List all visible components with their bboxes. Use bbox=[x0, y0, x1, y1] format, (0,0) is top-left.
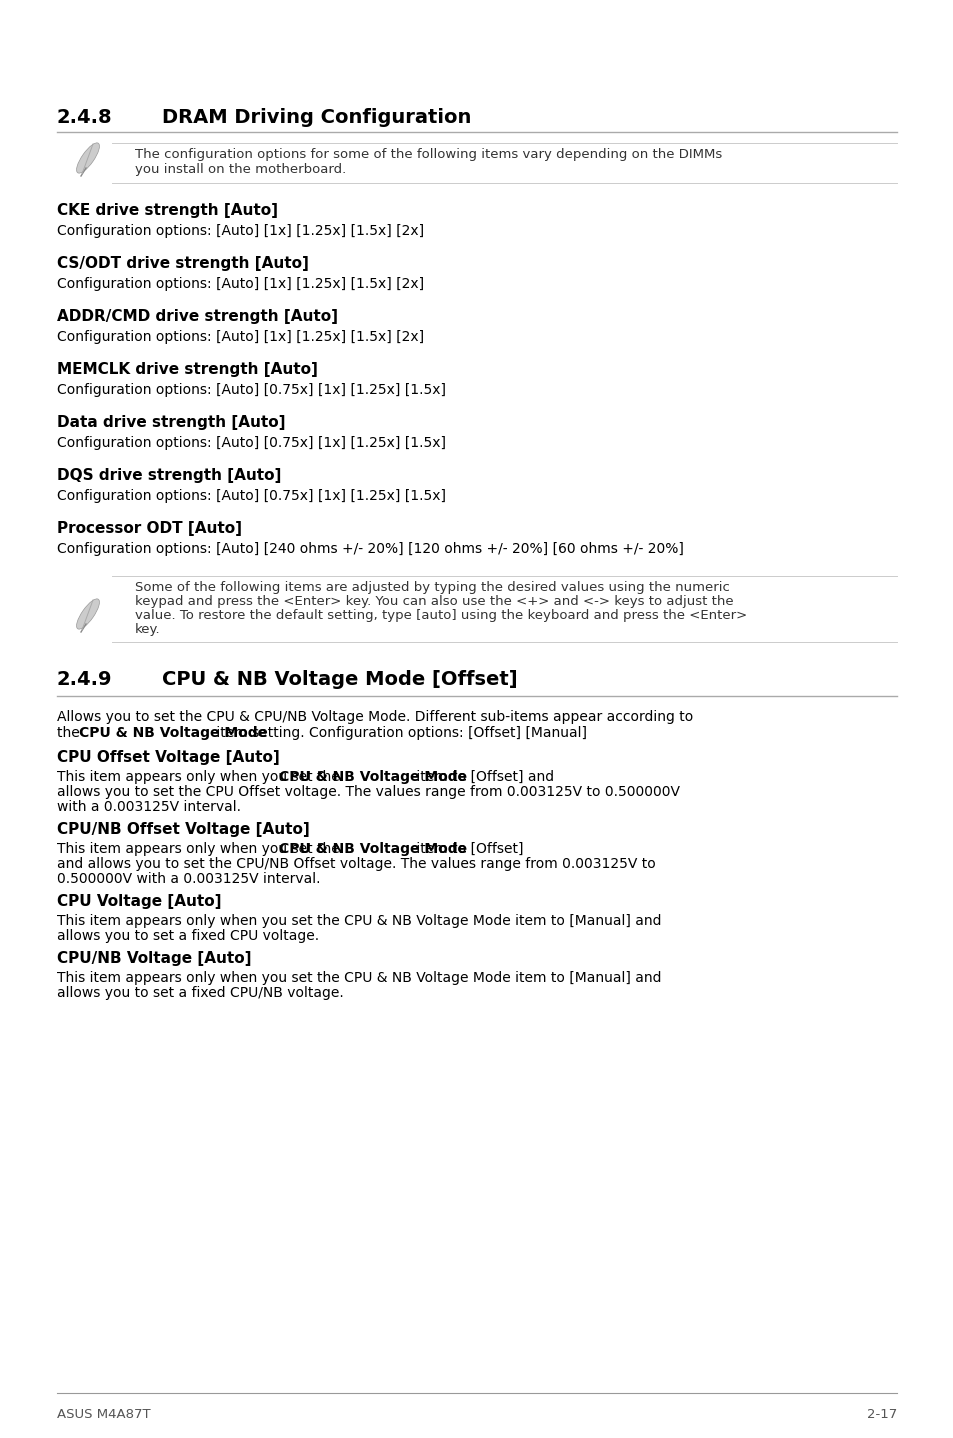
Text: Processor ODT [Auto]: Processor ODT [Auto] bbox=[57, 521, 242, 536]
Text: keypad and press the <Enter> key. You can also use the <+> and <-> keys to adjus: keypad and press the <Enter> key. You ca… bbox=[135, 595, 733, 608]
Text: item setting. Configuration options: [Offset] [Manual]: item setting. Configuration options: [Of… bbox=[212, 726, 586, 741]
Text: Configuration options: [Auto] [240 ohms +/- 20%] [120 ohms +/- 20%] [60 ohms +/-: Configuration options: [Auto] [240 ohms … bbox=[57, 542, 683, 557]
Text: item to [Offset] and: item to [Offset] and bbox=[412, 769, 554, 784]
Text: 2-17: 2-17 bbox=[866, 1408, 896, 1421]
Text: Configuration options: [Auto] [0.75x] [1x] [1.25x] [1.5x]: Configuration options: [Auto] [0.75x] [1… bbox=[57, 489, 446, 503]
Text: This item appears only when you set the: This item appears only when you set the bbox=[57, 843, 344, 856]
Text: 2.4.8: 2.4.8 bbox=[57, 108, 112, 127]
Text: allows you to set a fixed CPU/NB voltage.: allows you to set a fixed CPU/NB voltage… bbox=[57, 986, 343, 999]
Text: This item appears only when you set the CPU & NB Voltage Mode item to [Manual] a: This item appears only when you set the … bbox=[57, 971, 660, 985]
Text: DQS drive strength [Auto]: DQS drive strength [Auto] bbox=[57, 467, 281, 483]
Text: CPU & NB Voltage Mode: CPU & NB Voltage Mode bbox=[279, 843, 467, 856]
Text: Allows you to set the CPU & CPU/NB Voltage Mode. Different sub-items appear acco: Allows you to set the CPU & CPU/NB Volta… bbox=[57, 710, 693, 723]
Text: allows you to set a fixed CPU voltage.: allows you to set a fixed CPU voltage. bbox=[57, 929, 319, 943]
Text: CPU Offset Voltage [Auto]: CPU Offset Voltage [Auto] bbox=[57, 751, 279, 765]
Text: ASUS M4A87T: ASUS M4A87T bbox=[57, 1408, 151, 1421]
Text: Configuration options: [Auto] [1x] [1.25x] [1.5x] [2x]: Configuration options: [Auto] [1x] [1.25… bbox=[57, 278, 424, 290]
Text: the: the bbox=[57, 726, 84, 741]
Text: Some of the following items are adjusted by typing the desired values using the : Some of the following items are adjusted… bbox=[135, 581, 729, 594]
Text: CPU & NB Voltage Mode: CPU & NB Voltage Mode bbox=[79, 726, 267, 741]
Text: CPU/NB Offset Voltage [Auto]: CPU/NB Offset Voltage [Auto] bbox=[57, 823, 310, 837]
Text: 2.4.9: 2.4.9 bbox=[57, 670, 112, 689]
Text: CPU/NB Voltage [Auto]: CPU/NB Voltage [Auto] bbox=[57, 951, 252, 966]
Text: CPU & NB Voltage Mode [Offset]: CPU & NB Voltage Mode [Offset] bbox=[162, 670, 517, 689]
Text: CPU & NB Voltage Mode: CPU & NB Voltage Mode bbox=[279, 769, 467, 784]
Text: CPU Voltage [Auto]: CPU Voltage [Auto] bbox=[57, 894, 221, 909]
Text: Configuration options: [Auto] [0.75x] [1x] [1.25x] [1.5x]: Configuration options: [Auto] [0.75x] [1… bbox=[57, 436, 446, 450]
Text: This item appears only when you set the: This item appears only when you set the bbox=[57, 769, 344, 784]
Text: ADDR/CMD drive strength [Auto]: ADDR/CMD drive strength [Auto] bbox=[57, 309, 337, 324]
Text: Configuration options: [Auto] [0.75x] [1x] [1.25x] [1.5x]: Configuration options: [Auto] [0.75x] [1… bbox=[57, 383, 446, 397]
Text: and allows you to set the CPU/NB Offset voltage. The values range from 0.003125V: and allows you to set the CPU/NB Offset … bbox=[57, 857, 655, 871]
Text: 0.500000V with a 0.003125V interval.: 0.500000V with a 0.003125V interval. bbox=[57, 871, 320, 886]
Text: Configuration options: [Auto] [1x] [1.25x] [1.5x] [2x]: Configuration options: [Auto] [1x] [1.25… bbox=[57, 224, 424, 239]
Text: value. To restore the default setting, type [auto] using the keyboard and press : value. To restore the default setting, t… bbox=[135, 610, 746, 623]
Text: MEMCLK drive strength [Auto]: MEMCLK drive strength [Auto] bbox=[57, 362, 317, 377]
Text: Data drive strength [Auto]: Data drive strength [Auto] bbox=[57, 416, 285, 430]
Ellipse shape bbox=[76, 598, 99, 630]
Text: Configuration options: [Auto] [1x] [1.25x] [1.5x] [2x]: Configuration options: [Auto] [1x] [1.25… bbox=[57, 329, 424, 344]
Text: item to [Offset]: item to [Offset] bbox=[412, 843, 522, 856]
Text: allows you to set the CPU Offset voltage. The values range from 0.003125V to 0.5: allows you to set the CPU Offset voltage… bbox=[57, 785, 679, 800]
Text: This item appears only when you set the CPU & NB Voltage Mode item to [Manual] a: This item appears only when you set the … bbox=[57, 915, 660, 928]
Text: CS/ODT drive strength [Auto]: CS/ODT drive strength [Auto] bbox=[57, 256, 309, 270]
Text: CKE drive strength [Auto]: CKE drive strength [Auto] bbox=[57, 203, 277, 219]
Text: key.: key. bbox=[135, 623, 160, 636]
Ellipse shape bbox=[76, 142, 99, 173]
Text: with a 0.003125V interval.: with a 0.003125V interval. bbox=[57, 800, 241, 814]
Text: DRAM Driving Configuration: DRAM Driving Configuration bbox=[162, 108, 471, 127]
Text: The configuration options for some of the following items vary depending on the : The configuration options for some of th… bbox=[135, 148, 721, 175]
